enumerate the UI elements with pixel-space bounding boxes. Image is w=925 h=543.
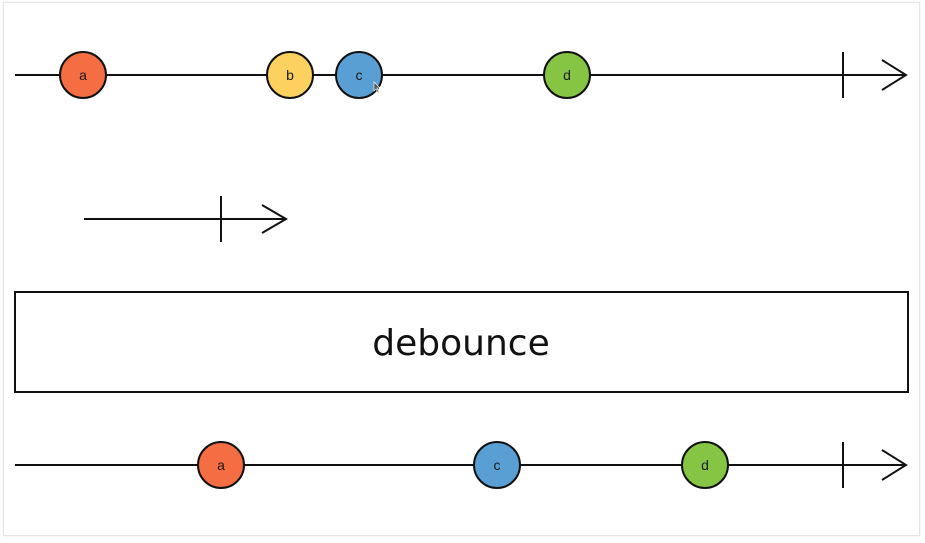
input-marble-c-label: c — [356, 67, 363, 83]
input-marble-d-label: d — [563, 67, 571, 83]
input-marble-b-label: b — [286, 67, 294, 83]
input-marble-a-circle — [59, 51, 107, 99]
duration-timeline — [84, 196, 288, 242]
output-marble-d-label: d — [701, 457, 709, 473]
input-marble-d: d — [543, 51, 591, 99]
operator-box: debounce — [14, 291, 909, 393]
input-marble-c-circle — [335, 51, 383, 99]
input-timeline: a b c d — [15, 51, 908, 99]
output-marble-c-circle — [473, 441, 521, 489]
output-marble-d: d — [681, 441, 729, 489]
input-marble-b: b — [266, 51, 314, 99]
input-marble-a-label: a — [79, 67, 87, 83]
output-marble-a-label: a — [217, 457, 225, 473]
operator-label: debounce — [372, 323, 549, 364]
mouse-cursor-icon — [373, 81, 381, 94]
diagram-frame — [3, 2, 920, 536]
output-marble-c-label: c — [494, 457, 501, 473]
output-marble-c: c — [473, 441, 521, 489]
output-timeline: a c d — [15, 441, 908, 489]
output-timeline-arrowhead — [881, 449, 908, 481]
output-marble-a: a — [197, 441, 245, 489]
input-marble-a: a — [59, 51, 107, 99]
input-marble-b-circle — [266, 51, 314, 99]
output-marble-d-circle — [681, 441, 729, 489]
output-marble-a-circle — [197, 441, 245, 489]
input-marble-c: c — [335, 51, 383, 99]
input-marble-d-circle — [543, 51, 591, 99]
input-timeline-arrowhead — [881, 59, 908, 91]
duration-timeline-arrowhead — [261, 204, 288, 234]
operator-box-rect — [14, 291, 909, 393]
